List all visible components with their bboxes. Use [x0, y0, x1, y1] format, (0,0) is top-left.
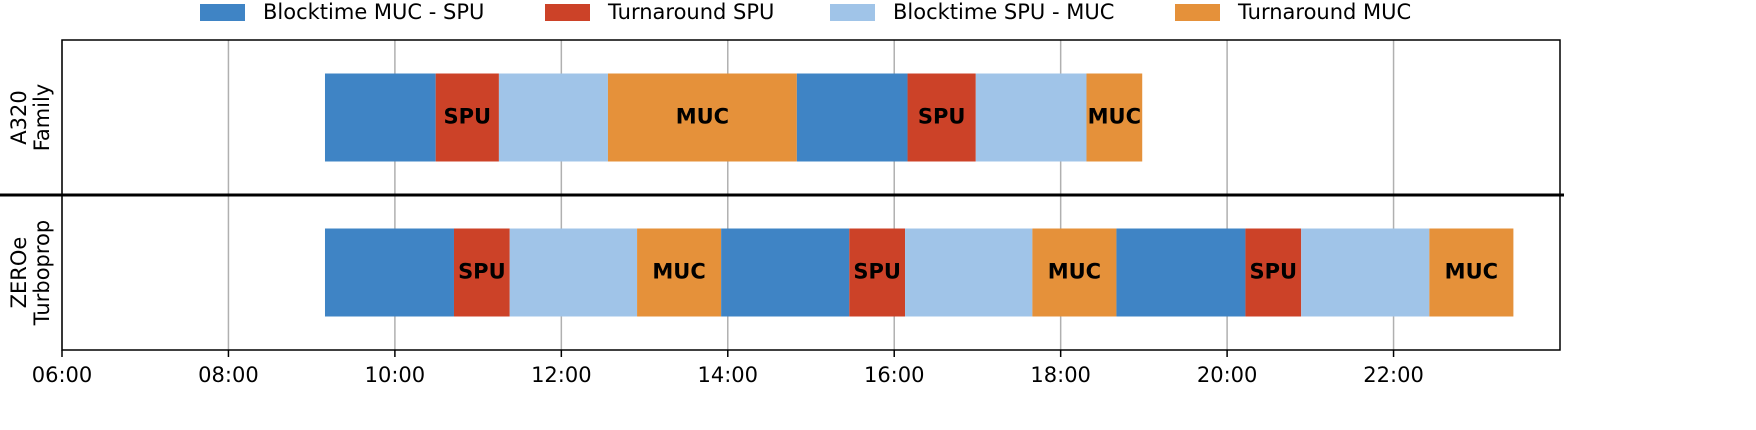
legend-label: Blocktime MUC - SPU — [263, 0, 484, 24]
legend-swatch — [1175, 4, 1220, 21]
row-label: A320 — [7, 90, 31, 144]
task-bar — [607, 73, 797, 162]
x-tick-label: 14:00 — [698, 363, 759, 387]
task-label: MUC — [652, 260, 705, 284]
task-bar — [1032, 228, 1117, 317]
x-tick-label: 10:00 — [365, 363, 426, 387]
x-tick-label: 22:00 — [1363, 363, 1424, 387]
legend-swatch — [200, 4, 245, 21]
task-bar — [324, 73, 436, 162]
x-tick-label: 20:00 — [1197, 363, 1258, 387]
row-label: ZEROe — [7, 237, 31, 309]
task-label: SPU — [918, 105, 966, 129]
task-bar — [905, 228, 1033, 317]
task-bar — [721, 228, 850, 317]
task-bar — [498, 73, 608, 162]
task-label: SPU — [458, 260, 506, 284]
legend-label: Turnaround MUC — [1237, 0, 1411, 24]
task-bar — [1301, 228, 1430, 317]
x-tick-label: 06:00 — [32, 363, 93, 387]
x-tick-label: 08:00 — [198, 363, 259, 387]
plot-frame — [61, 39, 1561, 351]
x-tick-label: 12:00 — [531, 363, 592, 387]
task-label: MUC — [1088, 105, 1141, 129]
task-bar — [1086, 73, 1143, 162]
task-bar — [1116, 228, 1246, 317]
legend-label: Turnaround SPU — [607, 0, 774, 24]
legend-swatch — [830, 4, 875, 21]
task-bar — [849, 228, 906, 317]
x-tick-label: 18:00 — [1030, 363, 1091, 387]
row-label: Turboprop — [30, 220, 54, 326]
task-bar — [453, 228, 510, 317]
task-bar — [637, 228, 722, 317]
row-label: Family — [30, 84, 54, 152]
task-bar — [907, 73, 976, 162]
legend-swatch — [545, 4, 590, 21]
task-label: MUC — [676, 105, 729, 129]
task-bar — [435, 73, 499, 162]
legend-label: Blocktime SPU - MUC — [893, 0, 1114, 24]
task-bar — [1429, 228, 1514, 317]
task-bar — [1245, 228, 1302, 317]
task-bar — [509, 228, 638, 317]
task-label: SPU — [444, 105, 492, 129]
task-bar — [975, 73, 1087, 162]
task-bar — [324, 228, 454, 317]
task-bar — [796, 73, 908, 162]
task-label: MUC — [1048, 260, 1101, 284]
x-tick-label: 16:00 — [864, 363, 925, 387]
task-label: MUC — [1445, 260, 1498, 284]
task-label: SPU — [853, 260, 901, 284]
task-label: SPU — [1250, 260, 1298, 284]
